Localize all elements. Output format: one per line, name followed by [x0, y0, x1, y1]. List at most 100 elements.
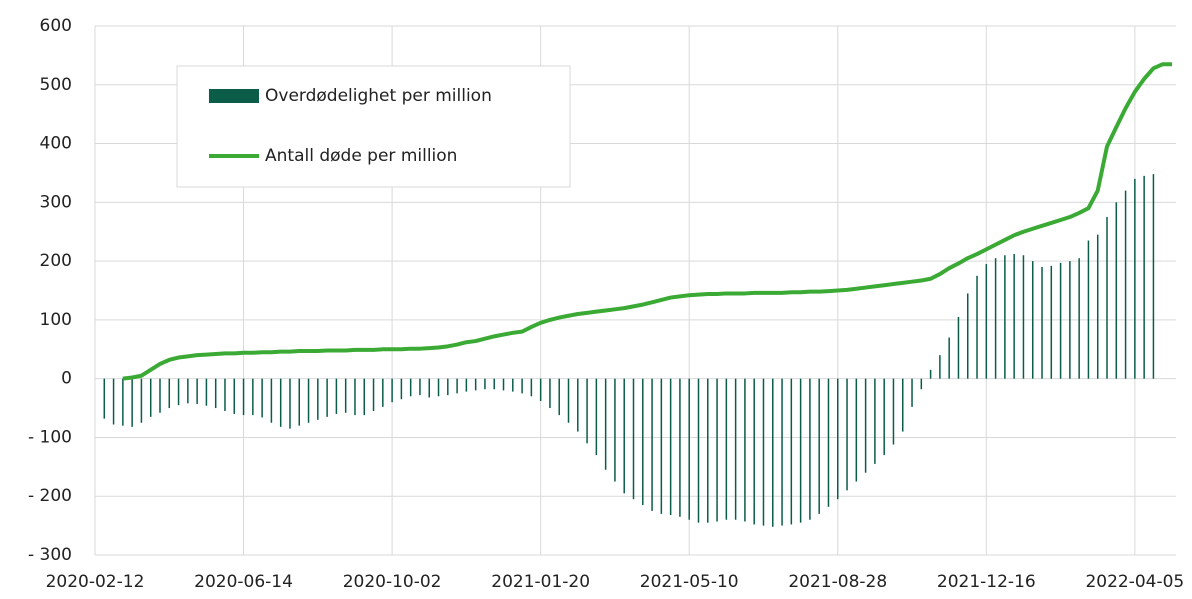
- bar: [1124, 190, 1127, 379]
- bar: [892, 378, 895, 445]
- bar: [270, 378, 273, 423]
- bar: [289, 378, 291, 429]
- bar: [1022, 255, 1025, 379]
- bar: [363, 378, 365, 416]
- bar: [428, 378, 430, 398]
- bar: [354, 378, 356, 416]
- bar: [196, 378, 198, 404]
- bar: [595, 378, 598, 456]
- bar: [1078, 258, 1080, 379]
- bar: [586, 378, 588, 444]
- bar: [1050, 265, 1053, 379]
- bar: [994, 258, 997, 379]
- bar: [177, 378, 180, 406]
- bar: [326, 378, 328, 417]
- bar: [1096, 234, 1099, 379]
- bar: [242, 378, 245, 416]
- bar: [1087, 240, 1090, 379]
- bar: [112, 378, 115, 425]
- x-tick-label: 2021-05-10: [640, 572, 739, 592]
- bar: [502, 378, 505, 391]
- bar: [604, 378, 607, 470]
- bar: [484, 378, 486, 390]
- bar: [725, 378, 728, 520]
- bar: [799, 378, 802, 523]
- bar: [1106, 217, 1108, 379]
- bar: [1013, 254, 1015, 379]
- bar: [614, 378, 616, 482]
- bar: [632, 378, 635, 500]
- bar: [409, 378, 412, 397]
- y-tick-label: 500: [40, 75, 72, 95]
- legend-box: [176, 65, 571, 188]
- bar: [837, 378, 839, 500]
- x-tick-label: 2022-04-05: [1085, 572, 1184, 592]
- x-tick-label: 2021-08-28: [788, 572, 887, 592]
- bar: [697, 378, 700, 523]
- bar: [688, 378, 690, 520]
- bar: [772, 378, 774, 527]
- bar: [391, 378, 393, 403]
- bar: [214, 378, 217, 409]
- bar: [131, 378, 133, 427]
- bar: [549, 378, 551, 409]
- bar: [252, 378, 254, 416]
- bar: [567, 378, 570, 423]
- bar: [168, 378, 171, 409]
- bar: [465, 378, 468, 392]
- bar: [149, 378, 152, 417]
- bar: [224, 378, 226, 411]
- bar: [279, 378, 282, 427]
- bar: [205, 378, 208, 406]
- bar: [298, 378, 301, 426]
- bar: [734, 378, 737, 520]
- bar: [957, 316, 960, 379]
- bar: [1059, 262, 1062, 379]
- bar: [929, 369, 932, 379]
- x-tick-label: 2021-01-20: [491, 572, 590, 592]
- bar: [939, 355, 941, 379]
- bar: [753, 378, 755, 525]
- bar: [669, 378, 672, 516]
- bar: [790, 378, 793, 525]
- x-tick-label: 2021-12-16: [937, 572, 1036, 592]
- y-tick-label: 100: [40, 310, 72, 330]
- bar: [335, 378, 338, 414]
- bar: [419, 378, 421, 396]
- bar: [1115, 202, 1118, 379]
- bar: [846, 378, 848, 491]
- bar: [187, 378, 189, 404]
- bar: [122, 378, 124, 426]
- legend-label: Antall døde per million: [265, 146, 457, 166]
- bar: [512, 378, 514, 392]
- bar: [855, 378, 858, 482]
- bar: [660, 378, 663, 514]
- bar: [456, 378, 458, 394]
- bar: [920, 378, 923, 390]
- bar: [911, 378, 913, 407]
- bar: [985, 264, 988, 379]
- bar: [762, 378, 765, 526]
- bar: [577, 378, 579, 432]
- bar: [966, 293, 969, 379]
- bar: [623, 378, 625, 494]
- y-tick-label: - 300: [28, 545, 72, 565]
- bar: [530, 378, 533, 397]
- bar: [864, 378, 867, 473]
- bar: [1041, 266, 1043, 379]
- bar: [382, 378, 384, 407]
- bar: [261, 378, 263, 418]
- y-tick-label: - 200: [28, 486, 72, 506]
- bar: [1152, 174, 1155, 379]
- bar: [539, 378, 542, 402]
- bar: [372, 378, 375, 411]
- bar: [874, 378, 876, 464]
- bar: [344, 378, 347, 413]
- bar: [317, 378, 319, 420]
- x-tick-label: 2020-10-02: [343, 572, 442, 592]
- bar: [744, 378, 746, 522]
- bar: [827, 378, 830, 507]
- bar: [307, 378, 310, 423]
- bar: [140, 378, 143, 423]
